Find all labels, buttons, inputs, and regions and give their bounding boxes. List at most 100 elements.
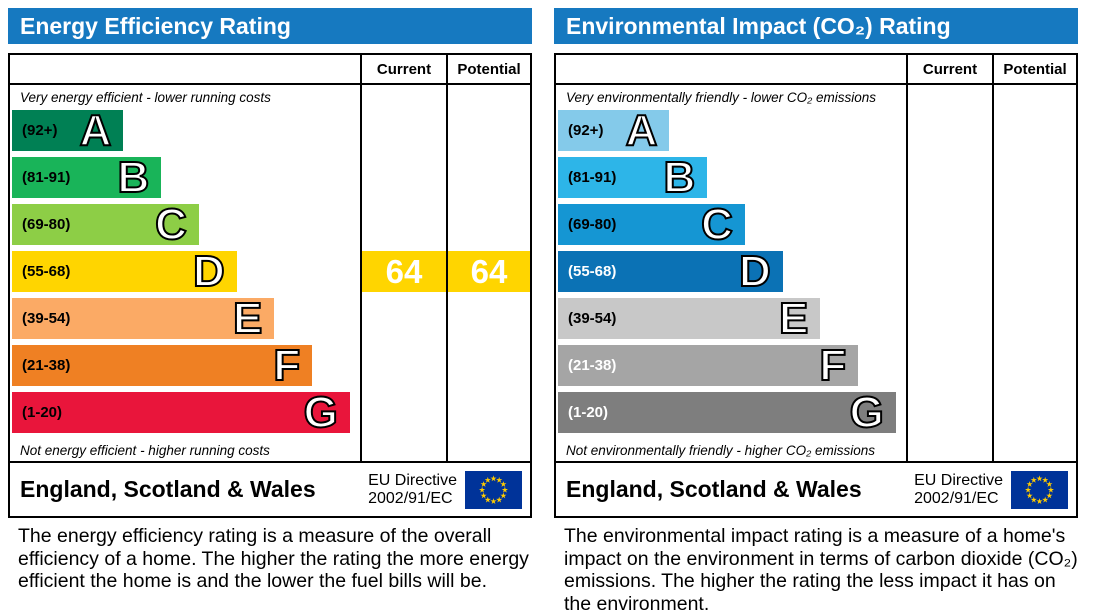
- energy-efficiency-panel: Energy Efficiency Rating Current Potenti…: [8, 8, 532, 613]
- band-row-g: (1-20) G: [558, 388, 906, 439]
- energy-bands: (92+) A (81-91) B (69-80) C (55-68) D (39-54…: [10, 106, 360, 439]
- energy-potential-column-header: Potential: [446, 55, 530, 83]
- band-letter: D: [192, 247, 226, 296]
- band-row-g: (1-20) G: [12, 388, 360, 439]
- environment-band-a: (92+) A: [558, 106, 670, 155]
- band-letter: A: [79, 106, 113, 155]
- energy-panel-title: Energy Efficiency Rating: [8, 8, 532, 44]
- environment-panel-title: Environmental Impact (CO₂) Rating: [554, 8, 1078, 44]
- environment-table-header: Current Potential: [556, 55, 1076, 85]
- energy-band-g: (1-20) G: [12, 388, 350, 437]
- band-letter: G: [849, 388, 885, 437]
- band-row-c: (69-80) C: [12, 200, 360, 251]
- environment-rating-table: Current Potential Very environmentally f…: [554, 53, 1078, 463]
- band-range-label: (39-54): [22, 310, 71, 327]
- band-letter: E: [778, 294, 809, 343]
- band-range-label: (1-20): [568, 404, 609, 421]
- environment-band-b: (81-91) B: [558, 153, 708, 202]
- band-range-label: (21-38): [568, 357, 617, 374]
- energy-table-header: Current Potential: [10, 55, 530, 85]
- band-range-label: (92+): [568, 122, 604, 139]
- energy-rating-table: Current Potential Very energy efficient …: [8, 53, 532, 463]
- energy-band-a: (92+) A: [12, 106, 124, 155]
- band-row-d: (55-68) D: [12, 247, 360, 298]
- environment-bottom-caption: Not environmentally friendly - higher CO…: [566, 442, 876, 458]
- eu-directive-line1: EU Directive: [368, 471, 457, 489]
- environmental-impact-panel: Environmental Impact (CO₂) Rating Curren…: [554, 8, 1078, 613]
- environment-band-c: (69-80) C: [558, 200, 745, 249]
- environment-potential-column: [992, 85, 1076, 461]
- energy-current-rating-badge: 64: [362, 251, 446, 292]
- energy-band-b: (81-91) B: [12, 153, 162, 202]
- band-range-label: (55-68): [22, 263, 71, 280]
- energy-band-chart: Very energy efficient - lower running co…: [10, 85, 360, 461]
- band-range-label: (55-68): [568, 263, 617, 280]
- band-letter: D: [738, 247, 772, 296]
- band-row-a: (92+) A: [558, 106, 906, 157]
- band-row-d: (55-68) D: [558, 247, 906, 298]
- environment-band-e: (39-54) E: [558, 294, 821, 343]
- band-letter: B: [663, 153, 697, 202]
- environment-bands: (92+) A (81-91) B (69-80) C (55-68) D (39-54…: [556, 106, 906, 439]
- band-letter: B: [117, 153, 151, 202]
- energy-current-column: 64: [360, 85, 446, 461]
- energy-description: The energy efficiency rating is a measur…: [18, 525, 529, 592]
- eu-flag-icon: [465, 470, 522, 509]
- eu-flag-icon: [1011, 470, 1068, 509]
- energy-band-c: (69-80) C: [12, 200, 199, 249]
- region-label: England, Scotland & Wales: [566, 476, 862, 502]
- band-letter: C: [700, 200, 734, 249]
- energy-top-caption: Very energy efficient - lower running co…: [20, 90, 271, 105]
- environment-table-body: Very environmentally friendly - lower CO…: [556, 85, 1076, 461]
- band-row-f: (21-38) F: [558, 341, 906, 392]
- eu-directive-line2: 2002/91/EC: [914, 489, 999, 507]
- band-row-c: (69-80) C: [558, 200, 906, 251]
- environment-top-caption: Very environmentally friendly - lower CO…: [566, 90, 876, 105]
- band-range-label: (39-54): [568, 310, 617, 327]
- band-letter: A: [625, 106, 659, 155]
- band-letter: E: [232, 294, 263, 343]
- band-letter: G: [303, 388, 339, 437]
- environment-band-chart: Very environmentally friendly - lower CO…: [556, 85, 906, 461]
- environment-band-d: (55-68) D: [558, 247, 783, 296]
- environment-band-f: (21-38) F: [558, 341, 859, 390]
- band-range-label: (92+): [22, 122, 58, 139]
- band-letter: F: [272, 341, 301, 390]
- energy-potential-column: 64: [446, 85, 530, 461]
- eu-directive-line1: EU Directive: [914, 471, 1003, 489]
- environment-current-column: [906, 85, 992, 461]
- band-row-e: (39-54) E: [558, 294, 906, 345]
- band-row-a: (92+) A: [12, 106, 360, 157]
- energy-bottom-caption: Not energy efficient - higher running co…: [20, 442, 270, 458]
- environment-footer: England, Scotland & Wales EU Directive 2…: [554, 463, 1078, 518]
- band-row-e: (39-54) E: [12, 294, 360, 345]
- band-range-label: (69-80): [568, 216, 617, 233]
- eu-directive-label: EU Directive 2002/91/EC: [914, 472, 1003, 508]
- energy-potential-rating-badge: 64: [448, 251, 530, 292]
- eu-directive-line2: 2002/91/EC: [368, 489, 453, 507]
- energy-band-f: (21-38) F: [12, 341, 313, 390]
- band-letter: F: [818, 341, 847, 390]
- band-range-label: (1-20): [22, 404, 63, 421]
- environment-header-spacer: [556, 55, 906, 83]
- band-row-b: (81-91) B: [12, 153, 360, 204]
- band-row-f: (21-38) F: [12, 341, 360, 392]
- energy-band-d: (55-68) D: [12, 247, 237, 296]
- environment-current-column-header: Current: [906, 55, 992, 83]
- environment-description: The environmental impact rating is a mea…: [564, 525, 1078, 613]
- band-range-label: (69-80): [22, 216, 71, 233]
- band-letter: C: [154, 200, 188, 249]
- band-range-label: (21-38): [22, 357, 71, 374]
- energy-footer: England, Scotland & Wales EU Directive 2…: [8, 463, 532, 518]
- environment-band-g: (1-20) G: [558, 388, 896, 437]
- eu-directive-label: EU Directive 2002/91/EC: [368, 472, 457, 508]
- energy-table-body: Very energy efficient - lower running co…: [10, 85, 530, 461]
- region-label: England, Scotland & Wales: [20, 476, 316, 502]
- environment-potential-column-header: Potential: [992, 55, 1076, 83]
- energy-band-e: (39-54) E: [12, 294, 275, 343]
- band-range-label: (81-91): [22, 169, 71, 186]
- energy-current-column-header: Current: [360, 55, 446, 83]
- band-row-b: (81-91) B: [558, 153, 906, 204]
- energy-header-spacer: [10, 55, 360, 83]
